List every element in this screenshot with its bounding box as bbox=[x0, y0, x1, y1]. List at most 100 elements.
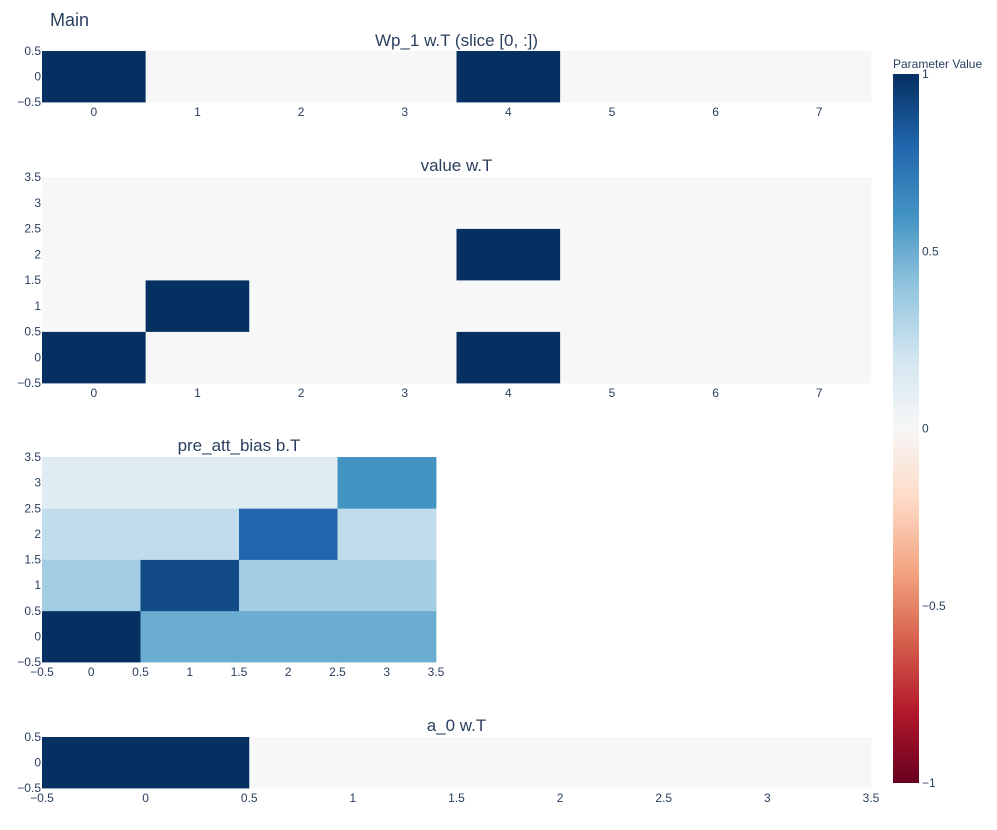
heatmap-cell bbox=[456, 331, 561, 384]
x-tick-label: 7 bbox=[816, 386, 823, 400]
heatmap-cell bbox=[239, 559, 338, 612]
heatmap-cell bbox=[352, 331, 457, 384]
colorbar-tick-label: 1 bbox=[922, 67, 929, 81]
heatmap-cell bbox=[560, 228, 665, 281]
x-tick-label: 0.5 bbox=[132, 665, 149, 679]
x-tick-label: 4 bbox=[505, 386, 512, 400]
x-tick-label: 1 bbox=[186, 665, 193, 679]
x-tick-label: 6 bbox=[712, 386, 719, 400]
heatmap-cell bbox=[249, 280, 354, 332]
y-tick-label: 0.5 bbox=[24, 730, 41, 744]
heatmap-cell bbox=[560, 51, 665, 103]
heatmap-cell bbox=[560, 331, 665, 384]
subplots: Wp_1 w.T (slice [0, :]) 0 1 2 3 4 5 6 7 0.5 0 −0.5 v… bbox=[17, 31, 879, 805]
x-tick-label: 0 bbox=[142, 791, 149, 805]
x-tick-label: 2 bbox=[298, 386, 305, 400]
heatmap-cell bbox=[663, 177, 768, 229]
heatmap-cell bbox=[663, 331, 768, 384]
y-tick-label: 1 bbox=[34, 578, 41, 592]
heatmap-cell bbox=[42, 177, 147, 229]
y-tick-label: 2.5 bbox=[24, 501, 41, 515]
y-tick-label: 3 bbox=[34, 476, 41, 490]
colorbar-title: Parameter Value bbox=[893, 57, 982, 71]
heatmap-cell bbox=[767, 331, 872, 384]
heatmap-cell bbox=[663, 737, 872, 789]
heatmap-cell bbox=[140, 457, 240, 509]
x-tick-label: 3.5 bbox=[428, 665, 445, 679]
heatmap-cell bbox=[249, 51, 354, 103]
heatmap-cell bbox=[337, 508, 437, 560]
x-tick-label: 3 bbox=[401, 386, 408, 400]
y-tick-label: 0 bbox=[34, 70, 41, 84]
main-title: Main bbox=[50, 10, 89, 30]
colorbar-tick-label: −1 bbox=[922, 776, 936, 790]
x-tick-label: −0.5 bbox=[30, 791, 54, 805]
x-tick-label: 6 bbox=[712, 105, 719, 119]
heatmap-cell bbox=[560, 280, 665, 332]
heatmap-cell bbox=[249, 177, 354, 229]
heatmap-cell bbox=[42, 559, 141, 612]
heatmap-cell bbox=[145, 228, 250, 281]
heatmap-cell bbox=[140, 610, 240, 663]
heatmap-cell bbox=[42, 280, 147, 332]
heatmap-cell bbox=[767, 177, 872, 229]
x-tick-label: 2 bbox=[285, 665, 292, 679]
y-tick-label: 0 bbox=[34, 629, 41, 643]
x-tick-label: 0 bbox=[90, 386, 97, 400]
y-tick-label: −0.5 bbox=[17, 655, 41, 669]
heatmap-cell bbox=[145, 177, 250, 229]
heatmap-cell bbox=[145, 51, 250, 103]
y-tick-label: 3.5 bbox=[24, 450, 41, 464]
subplot-title: Wp_1 w.T (slice [0, :]) bbox=[375, 31, 538, 50]
x-tick-label: 1.5 bbox=[448, 791, 465, 805]
heatmap-cell bbox=[456, 228, 561, 281]
heatmap-cell bbox=[42, 51, 147, 103]
heatmap-panel: pre_att_bias b.T −0.5 0 0.5 1 1.5 2 2.5 3 3.5 3.5 3… bbox=[17, 436, 444, 679]
heatmap-cell bbox=[42, 610, 141, 663]
x-tick-label: 3 bbox=[401, 105, 408, 119]
x-tick-label: 0 bbox=[90, 105, 97, 119]
heatmap-cell bbox=[352, 228, 457, 281]
heatmap-cell bbox=[663, 280, 768, 332]
x-tick-label: 2 bbox=[298, 105, 305, 119]
heatmap-cell bbox=[140, 508, 240, 560]
colorbar-gradient bbox=[893, 74, 919, 783]
y-tick-label: 1 bbox=[34, 299, 41, 313]
y-tick-label: 2 bbox=[34, 247, 41, 261]
y-tick-label: −0.5 bbox=[17, 376, 41, 390]
x-tick-label: 1 bbox=[194, 386, 201, 400]
x-tick-label: 5 bbox=[609, 386, 616, 400]
y-tick-label: 3 bbox=[34, 196, 41, 210]
x-tick-label: 1 bbox=[350, 791, 357, 805]
heatmap-cell bbox=[767, 228, 872, 281]
heatmap-cell bbox=[239, 610, 338, 663]
y-tick-label: 1.5 bbox=[24, 273, 41, 287]
heatmap-cell bbox=[42, 508, 141, 560]
heatmap-cell bbox=[560, 177, 665, 229]
heatmap-cell bbox=[352, 177, 457, 229]
x-tick-label: 2.5 bbox=[655, 791, 672, 805]
x-tick-label: 4 bbox=[505, 105, 512, 119]
heatmap-panel: value w.T 0 1 2 3 4 5 6 7 3.5 3 2.5 2 1.5 1 0.5 0 −0.5 bbox=[17, 156, 872, 400]
heatmap-cell bbox=[456, 51, 561, 103]
y-tick-label: 3.5 bbox=[24, 170, 41, 184]
heatmap-cell bbox=[456, 737, 665, 789]
heatmap-cell bbox=[42, 228, 147, 281]
heatmap-cell bbox=[42, 331, 147, 384]
heatmap-cell bbox=[767, 51, 872, 103]
x-tick-label: 7 bbox=[816, 105, 823, 119]
y-tick-label: −0.5 bbox=[17, 781, 41, 795]
subplot-title: value w.T bbox=[421, 156, 493, 175]
x-tick-label: 2.5 bbox=[329, 665, 346, 679]
heatmap-cell bbox=[239, 508, 338, 560]
x-tick-label: 3.5 bbox=[863, 791, 880, 805]
x-tick-label: 1.5 bbox=[231, 665, 248, 679]
x-tick-label: −0.5 bbox=[30, 665, 54, 679]
colorbar-tick-label: 0 bbox=[922, 422, 929, 436]
y-tick-label: 0.5 bbox=[24, 604, 41, 618]
colorbar-tick-label: −0.5 bbox=[922, 599, 946, 613]
heatmap-cell bbox=[767, 280, 872, 332]
y-tick-label: 2 bbox=[34, 527, 41, 541]
